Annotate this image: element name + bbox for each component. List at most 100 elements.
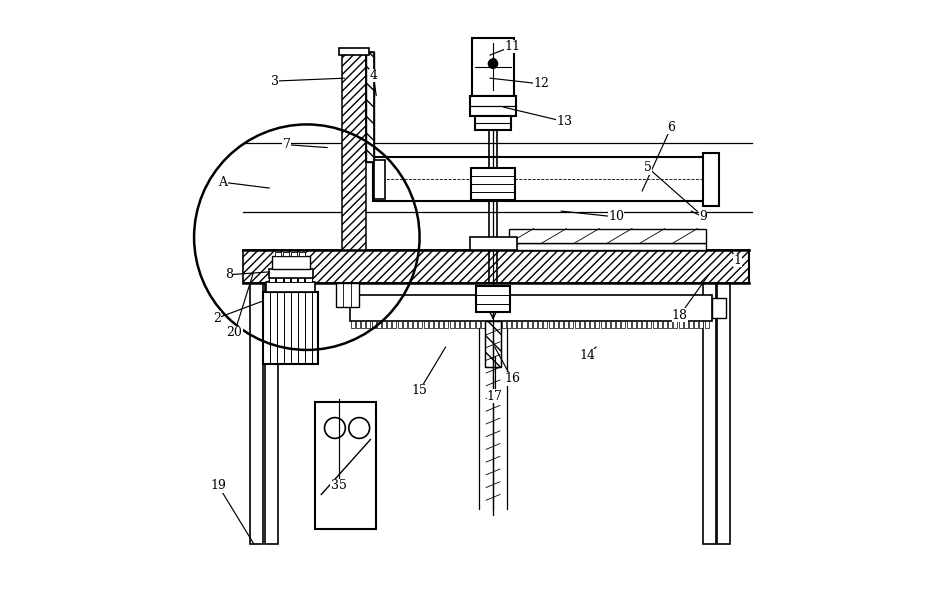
Bar [553,321,558,328]
Bar [695,321,698,328]
Bar [486,321,500,367]
Bar [533,321,537,328]
Bar [450,321,454,328]
Bar [377,321,381,328]
Bar [342,52,365,250]
Bar [703,153,719,206]
Bar [510,228,706,243]
Bar [374,160,385,199]
Bar [590,321,594,328]
Bar [382,321,386,328]
Bar [517,321,521,328]
Text: 10: 10 [608,211,624,224]
Bar [626,321,631,328]
Bar [668,321,672,328]
Bar [699,321,703,328]
Bar [580,321,584,328]
Bar [298,276,305,281]
Bar [398,321,401,328]
Text: 13: 13 [556,115,572,128]
Bar [362,321,365,328]
Text: 4: 4 [369,69,378,82]
Bar [512,321,516,328]
Bar [496,321,500,328]
Bar [611,321,615,328]
Bar [703,283,716,543]
Bar [270,276,275,281]
Bar [460,321,464,328]
Bar [336,283,359,307]
Bar [402,321,407,328]
Bar [622,321,625,328]
Bar [637,321,641,328]
Bar [339,48,369,55]
Bar [510,243,706,250]
Bar [276,276,283,281]
Bar [350,295,712,321]
Bar [275,251,282,256]
Bar [291,276,297,281]
Circle shape [489,59,497,68]
Bar [243,250,749,283]
Bar [473,38,513,96]
Bar [689,321,693,328]
Text: 17: 17 [487,389,503,403]
Bar [251,283,263,543]
Bar [658,321,661,328]
Bar [365,52,374,162]
Bar [538,321,542,328]
Bar [502,321,506,328]
Bar [663,321,667,328]
Text: 20: 20 [227,326,243,339]
Bar [642,321,646,328]
Bar [574,321,579,328]
Bar [444,321,449,328]
Bar [267,281,315,292]
Text: 18: 18 [672,309,688,322]
Bar [387,321,391,328]
Bar [601,321,605,328]
Bar [492,321,495,328]
Bar [264,292,318,365]
Bar [564,321,568,328]
Bar [470,96,516,116]
Bar [549,321,552,328]
Bar [270,269,312,278]
Text: 5: 5 [644,161,652,174]
Text: 9: 9 [699,211,707,224]
Text: 8: 8 [225,268,233,281]
Text: 15: 15 [412,384,427,397]
Text: 35: 35 [330,479,346,492]
Bar [569,321,573,328]
Bar [283,251,289,256]
Bar [471,321,474,328]
Bar [439,321,443,328]
Bar [486,321,500,367]
Bar [559,321,563,328]
Bar [372,321,376,328]
Bar [299,251,306,256]
Text: 12: 12 [533,77,549,90]
Bar [413,321,418,328]
Bar [356,321,360,328]
Bar [647,321,651,328]
Bar [712,298,726,318]
Bar [523,321,527,328]
Text: 7: 7 [283,138,290,151]
Bar [419,321,422,328]
Bar [481,321,485,328]
Bar [284,276,289,281]
Text: 1: 1 [734,254,741,267]
Bar [423,321,428,328]
Bar [475,321,479,328]
Bar [365,52,374,162]
Bar [475,286,511,312]
Bar [455,321,459,328]
Text: 6: 6 [667,121,675,134]
Bar [373,158,706,201]
Bar [272,256,309,269]
Bar [475,116,511,130]
Bar [408,321,412,328]
Text: 3: 3 [271,74,279,87]
Bar [434,321,438,328]
